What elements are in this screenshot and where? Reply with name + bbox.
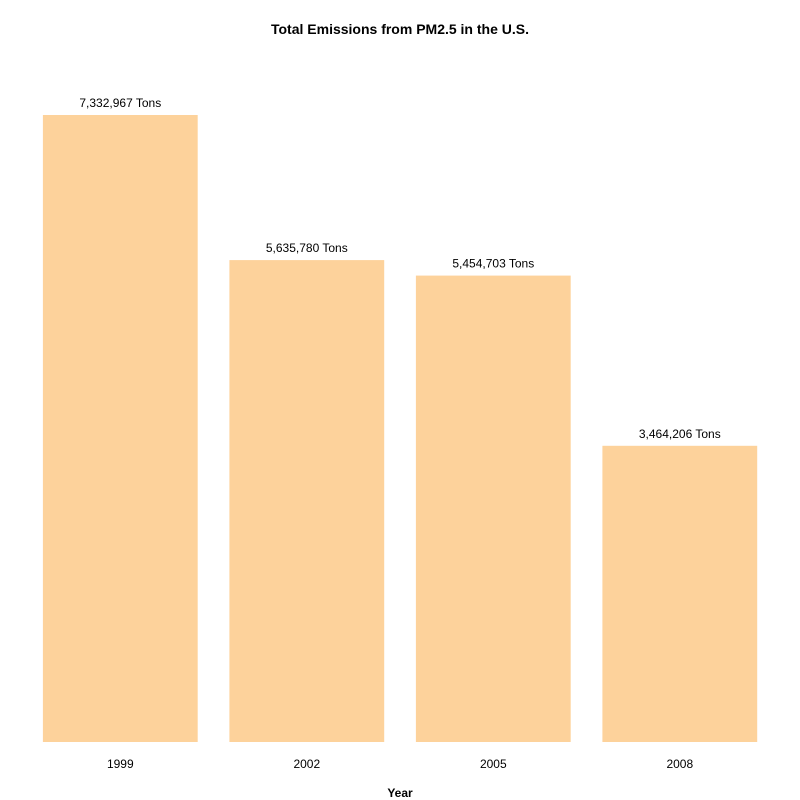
value-labels-group: 7,332,967 Tons 5,635,780 Tons 5,454,703 To… bbox=[79, 96, 720, 441]
bar-2002 bbox=[229, 260, 385, 742]
x-tick-label-2002: 2002 bbox=[293, 757, 320, 771]
bar-2008 bbox=[602, 445, 758, 742]
bars-group bbox=[42, 115, 758, 742]
bar-2005 bbox=[415, 275, 571, 742]
x-tick-label-2008: 2008 bbox=[666, 757, 693, 771]
chart-title: Total Emissions from PM2.5 in the U.S. bbox=[271, 21, 529, 37]
x-axis-title: Year bbox=[387, 786, 413, 800]
value-label-2008: 3,464,206 Tons bbox=[639, 427, 721, 441]
x-tick-label-2005: 2005 bbox=[480, 757, 507, 771]
x-tick-labels-group: 1999 2002 2005 2008 bbox=[107, 757, 694, 771]
bar-1999 bbox=[42, 115, 198, 742]
value-label-2005: 5,454,703 Tons bbox=[452, 257, 534, 271]
value-label-2002: 5,635,780 Tons bbox=[266, 241, 348, 255]
x-tick-label-1999: 1999 bbox=[107, 757, 134, 771]
value-label-1999: 7,332,967 Tons bbox=[79, 96, 161, 110]
